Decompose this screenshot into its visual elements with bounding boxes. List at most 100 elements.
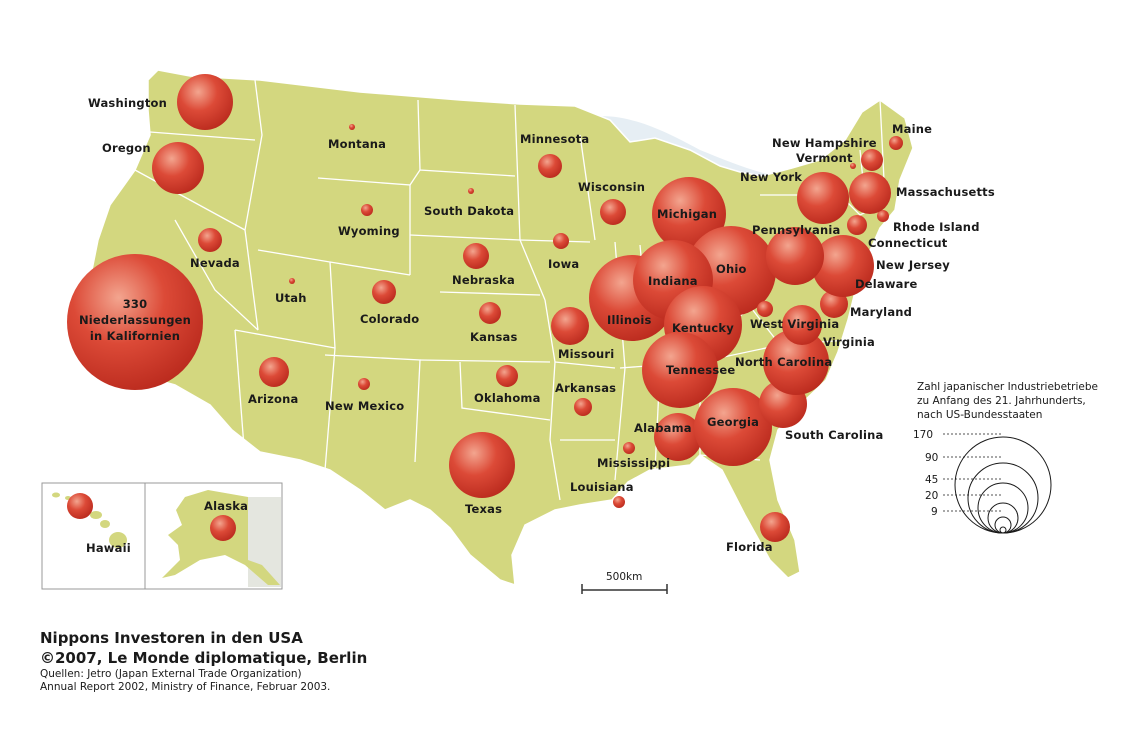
svg-text:330: 330 [123,297,148,311]
bubble-texas [449,432,515,498]
state-label: Florida [726,540,773,554]
footer: Nippons Investoren in den USA ©2007, Le … [40,628,367,694]
bubble-washington [177,74,233,130]
bubble-arizona [259,357,289,387]
state-label: Nevada [190,256,240,270]
bubble-missouri [551,307,589,345]
state-label: Tennessee [666,363,735,377]
bubble-colorado [372,280,396,304]
state-label: Georgia [707,415,759,429]
legend-value: 45 [925,474,938,486]
state-label: New York [740,170,802,184]
hawaii-islands [52,492,127,548]
state-label: Ohio [716,262,747,276]
bubble-nebraska [463,243,489,269]
state-label: Massachusetts [896,185,995,199]
state-label: Mississippi [597,456,670,470]
bubble-new-hampshire [861,149,883,171]
bubble-tennessee [642,332,718,408]
bubble-california [67,254,203,390]
legend-value: 90 [925,452,938,464]
bubble-south-dakota [468,188,474,194]
state-label: Arkansas [555,381,616,395]
state-label: Pennsylvania [752,223,840,237]
state-label: New Jersey [876,258,950,272]
bubble-connecticut [847,215,867,235]
state-label: Virginia [823,335,875,349]
size-legend: Zahl japanischer Industriebetriebe zu An… [913,381,1098,534]
copyright: ©2007, Le Monde diplomatique, Berlin [40,649,368,667]
legend-value: 9 [931,506,938,518]
bubble-maine [889,136,903,150]
svg-text:in Kalifornien: in Kalifornien [90,329,180,343]
state-labels: Washington Oregon Nevada Utah Montana Wy… [86,96,995,555]
bubble-rhode-island [877,210,889,222]
state-label: New Mexico [325,399,404,413]
state-label: Wyoming [338,224,400,238]
state-label: Louisiana [570,480,634,494]
bubble-georgia [694,388,772,466]
bubble-vermont [850,163,856,169]
state-label: Connecticut [868,236,948,250]
state-label: Oklahoma [474,391,541,405]
sources-line-1: Quellen: Jetro (Japan External Trade Org… [40,668,302,680]
state-label: Kentucky [672,321,734,335]
bubble-arkansas [574,398,592,416]
state-label: Delaware [855,277,918,291]
bubble-montana [349,124,355,130]
state-label: Wisconsin [578,180,645,194]
bubble-michigan [652,177,726,251]
state-label: Maine [892,122,932,136]
state-label: West Virginia [750,317,839,331]
bubble-maryland [820,290,848,318]
legend-caption-line: zu Anfang des 21. Jahrhunderts, [917,395,1086,407]
bubble-mississippi [623,442,635,454]
state-label: South Carolina [785,428,883,442]
california-label: 330 Niederlassungen in Kalifornien [79,297,191,343]
state-label: Michigan [657,207,717,221]
state-label: Indiana [648,274,698,288]
state-label: Alaska [204,499,248,513]
legend-caption-line: Zahl japanischer Industriebetriebe [917,381,1098,393]
legend-value: 170 [913,429,933,441]
state-label: Washington [88,96,167,110]
bubble-kansas [479,302,501,324]
state-label: Montana [328,137,386,151]
state-label: Vermont [796,151,853,165]
legend-value: 20 [925,490,938,502]
bubble-wyoming [361,204,373,216]
state-label: Utah [275,291,307,305]
bubble-wisconsin [600,199,626,225]
state-label: Hawaii [86,541,131,555]
bubbles [67,74,903,542]
bubble-oklahoma [496,365,518,387]
bubble-west-virginia [757,301,773,317]
bubble-alaska [210,515,236,541]
bubble-virginia [782,305,822,345]
bubble-utah [289,278,295,284]
state-label: Iowa [548,257,579,271]
state-label: Maryland [850,305,912,319]
state-label: Arizona [248,392,298,406]
state-label: Illinois [607,313,652,327]
state-label: Missouri [558,347,614,361]
bubble-new-jersey [812,235,874,297]
bubble-nevada [198,228,222,252]
state-label: Nebraska [452,273,515,287]
sources-line-2: Annual Report 2002, Ministry of Finance,… [40,681,331,693]
bubble-florida [760,512,790,542]
state-label: Rhode Island [893,220,980,234]
bubble-new-mexico [358,378,370,390]
bubble-minnesota [538,154,562,178]
bubble-new-york [797,172,849,224]
bubble-oregon [152,142,204,194]
state-label: Colorado [360,312,419,326]
scale-bar-label: 500km [606,571,642,583]
scale-bar: 500km [581,571,668,594]
state-label: New Hampshire [772,136,877,150]
bubble-alabama [654,413,702,461]
bubble-massachusetts [849,172,891,214]
bubble-louisiana [613,496,625,508]
state-label: Texas [465,502,502,516]
